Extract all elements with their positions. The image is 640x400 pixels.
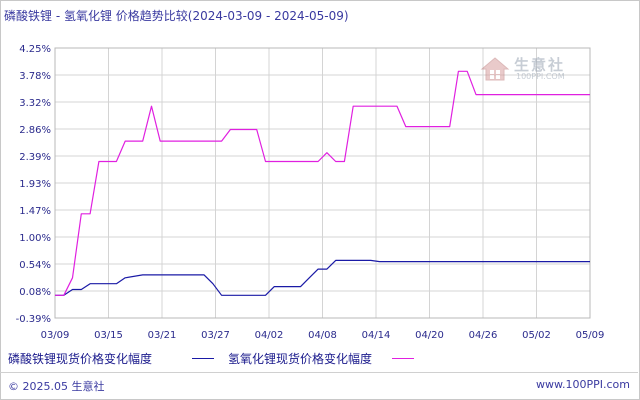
y-tick-label: 0.54% xyxy=(19,260,51,271)
legend-item-lfp: 磷酸铁锂现货价格变化幅度 xyxy=(8,350,152,367)
legend-label-lfp: 磷酸铁锂现货价格变化幅度 xyxy=(8,352,153,366)
y-tick-label: 2.39% xyxy=(19,152,51,163)
grid xyxy=(55,48,590,318)
footer-site-link[interactable]: www.100PPI.com xyxy=(536,378,630,391)
chart-title: 磷酸铁锂 - 氢氧化锂 价格趋势比较(2024-03-09 - 2024-05-… xyxy=(4,9,349,23)
watermark-logo: 生意社 100PPI.COM xyxy=(480,54,580,84)
legend-swatch-lioh xyxy=(392,358,414,359)
footer-divider xyxy=(0,372,638,373)
x-tick-label: 05/02 xyxy=(522,330,551,341)
plot-border xyxy=(54,47,591,319)
y-tick-label: 4.25% xyxy=(19,44,51,55)
legend-swatch-lfp xyxy=(192,358,214,359)
x-tick-label: 03/15 xyxy=(94,330,123,341)
y-tick-label: 2.86% xyxy=(19,125,51,136)
watermark-text: 生意社 xyxy=(514,56,566,74)
y-axis-ticks: 4.25% 3.78% 3.32% 2.86% 2.39% 1.93% 1.47% 1.00%… xyxy=(16,44,51,325)
y-tick-label: 3.78% xyxy=(19,71,51,82)
footer-copyright: © 2025.05 生意社 xyxy=(8,380,105,393)
legend-item-lioh: 氢氧化锂现货价格变化幅度 xyxy=(228,350,372,367)
x-tick-label: 03/27 xyxy=(201,330,230,341)
x-tick-label: 04/20 xyxy=(415,330,444,341)
y-tick-label: 1.00% xyxy=(19,233,51,244)
y-tick-label: 3.32% xyxy=(19,98,51,109)
x-tick-label: 05/09 xyxy=(576,330,605,341)
y-tick-label: 1.93% xyxy=(19,179,51,190)
x-tick-label: 03/09 xyxy=(41,330,70,341)
x-tick-label: 04/08 xyxy=(308,330,337,341)
legend-label-lioh: 氢氧化锂现货价格变化幅度 xyxy=(228,352,373,366)
watermark-subtext: 100PPI.COM xyxy=(516,72,565,81)
series-line-1 xyxy=(55,70,590,296)
house-icon xyxy=(480,57,510,81)
y-tick-label: 0.08% xyxy=(19,287,51,298)
y-tick-label: -0.39% xyxy=(16,314,51,325)
x-tick-label: 04/26 xyxy=(469,330,498,341)
series-line-0 xyxy=(55,259,590,296)
series-lines xyxy=(55,70,590,296)
y-tick-label: 1.47% xyxy=(19,206,51,217)
x-axis-ticks: 03/09 03/15 03/21 03/27 04/02 04/08 04/14 04/20… xyxy=(41,330,605,341)
x-tick-label: 03/21 xyxy=(148,330,177,341)
x-tick-label: 04/02 xyxy=(255,330,284,341)
x-tick-label: 04/14 xyxy=(362,330,391,341)
